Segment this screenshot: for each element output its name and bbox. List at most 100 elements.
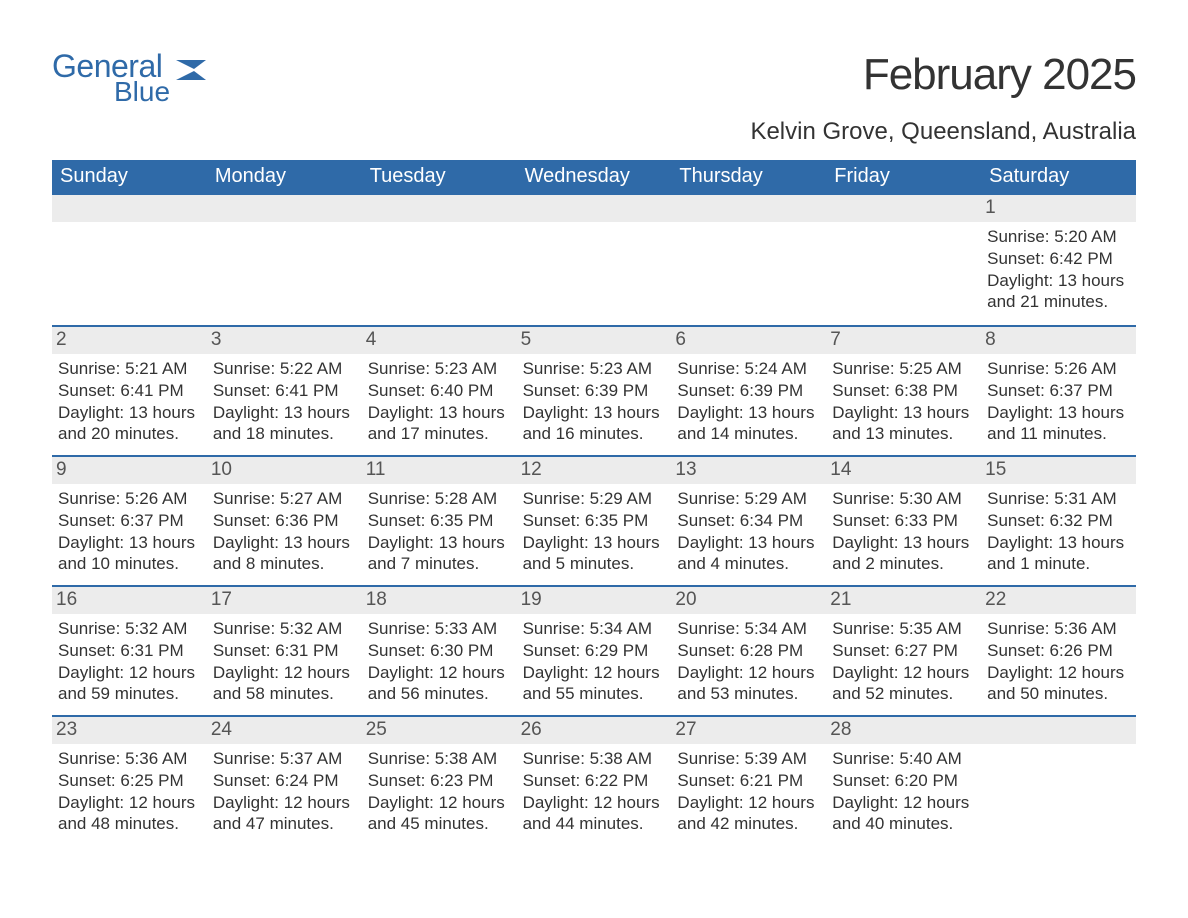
day-cell: 20 Sunrise: 5:34 AMSunset: 6:28 PMDayligh…: [671, 587, 826, 715]
day-number: 27: [671, 717, 826, 744]
day-cell: 11 Sunrise: 5:28 AMSunset: 6:35 PMDayligh…: [362, 457, 517, 585]
day-cell: 26 Sunrise: 5:38 AMSunset: 6:22 PMDayligh…: [517, 717, 672, 845]
header: General Blue February 2025 Kelvin Grove,…: [52, 50, 1136, 156]
weekday-header: Tuesday: [362, 160, 517, 195]
empty-day: [671, 195, 826, 222]
day-cell: [981, 717, 1136, 845]
weekday-header: Saturday: [981, 160, 1136, 195]
week-row: 9 Sunrise: 5:26 AMSunset: 6:37 PMDaylight…: [52, 455, 1136, 585]
empty-day: [207, 195, 362, 222]
day-cell: 10 Sunrise: 5:27 AMSunset: 6:36 PMDayligh…: [207, 457, 362, 585]
day-number: 14: [826, 457, 981, 484]
day-number: 12: [517, 457, 672, 484]
day-cell: 8Sunrise: 5:26 AMSunset: 6:37 PMDaylight…: [981, 327, 1136, 455]
day-info: Sunrise: 5:28 AMSunset: 6:35 PMDaylight:…: [368, 488, 511, 575]
day-info: Sunrise: 5:26 AMSunset: 6:37 PMDaylight:…: [58, 488, 201, 575]
calendar: SundayMondayTuesdayWednesdayThursdayFrid…: [52, 160, 1136, 845]
day-number: 15: [981, 457, 1136, 484]
day-number: 19: [517, 587, 672, 614]
empty-day: [826, 195, 981, 222]
day-number: 25: [362, 717, 517, 744]
day-info: Sunrise: 5:38 AMSunset: 6:22 PMDaylight:…: [523, 748, 666, 835]
day-number: 23: [52, 717, 207, 744]
day-cell: 27 Sunrise: 5:39 AMSunset: 6:21 PMDayligh…: [671, 717, 826, 845]
day-cell: 16Sunrise: 5:32 AMSunset: 6:31 PMDayligh…: [52, 587, 207, 715]
weekday-header: Thursday: [671, 160, 826, 195]
logo: General Blue: [52, 50, 206, 106]
day-cell: 23Sunrise: 5:36 AMSunset: 6:25 PMDayligh…: [52, 717, 207, 845]
day-cell: [207, 195, 362, 325]
weekday-header: Sunday: [52, 160, 207, 195]
day-number: 6: [671, 327, 826, 354]
day-number: 9: [52, 457, 207, 484]
day-number: 13: [671, 457, 826, 484]
day-cell: 25 Sunrise: 5:38 AMSunset: 6:23 PMDayligh…: [362, 717, 517, 845]
day-cell: 5Sunrise: 5:23 AMSunset: 6:39 PMDaylight…: [517, 327, 672, 455]
day-info: Sunrise: 5:30 AMSunset: 6:33 PMDaylight:…: [832, 488, 975, 575]
day-info: Sunrise: 5:32 AMSunset: 6:31 PMDaylight:…: [213, 618, 356, 705]
day-info: Sunrise: 5:21 AMSunset: 6:41 PMDaylight:…: [58, 358, 201, 445]
weekday-header: Monday: [207, 160, 362, 195]
day-number: 16: [52, 587, 207, 614]
day-info: Sunrise: 5:23 AMSunset: 6:40 PMDaylight:…: [368, 358, 511, 445]
day-info: Sunrise: 5:36 AMSunset: 6:26 PMDaylight:…: [987, 618, 1130, 705]
day-info: Sunrise: 5:35 AMSunset: 6:27 PMDaylight:…: [832, 618, 975, 705]
empty-day: [981, 717, 1136, 744]
day-number: 3: [207, 327, 362, 354]
day-info: Sunrise: 5:39 AMSunset: 6:21 PMDaylight:…: [677, 748, 820, 835]
day-cell: 21 Sunrise: 5:35 AMSunset: 6:27 PMDayligh…: [826, 587, 981, 715]
day-number: 17: [207, 587, 362, 614]
day-cell: [517, 195, 672, 325]
logo-word-blue: Blue: [114, 78, 170, 106]
day-cell: 3 Sunrise: 5:22 AMSunset: 6:41 PMDaylight…: [207, 327, 362, 455]
week-row: 1 Sunrise: 5:20 AMSunset: 6:42 PMDaylight…: [52, 195, 1136, 325]
day-info: Sunrise: 5:40 AMSunset: 6:20 PMDaylight:…: [832, 748, 975, 835]
day-info: Sunrise: 5:37 AMSunset: 6:24 PMDaylight:…: [213, 748, 356, 835]
day-number: 2: [52, 327, 207, 354]
day-cell: 22 Sunrise: 5:36 AMSunset: 6:26 PMDayligh…: [981, 587, 1136, 715]
empty-day: [362, 195, 517, 222]
day-info: Sunrise: 5:38 AMSunset: 6:23 PMDaylight:…: [368, 748, 511, 835]
day-cell: [671, 195, 826, 325]
day-info: Sunrise: 5:34 AMSunset: 6:28 PMDaylight:…: [677, 618, 820, 705]
day-cell: 17 Sunrise: 5:32 AMSunset: 6:31 PMDayligh…: [207, 587, 362, 715]
day-number: 22: [981, 587, 1136, 614]
day-cell: 15 Sunrise: 5:31 AMSunset: 6:32 PMDayligh…: [981, 457, 1136, 585]
day-info: Sunrise: 5:34 AMSunset: 6:29 PMDaylight:…: [523, 618, 666, 705]
day-number: 10: [207, 457, 362, 484]
day-number: 21: [826, 587, 981, 614]
week-row: 16Sunrise: 5:32 AMSunset: 6:31 PMDayligh…: [52, 585, 1136, 715]
day-cell: 19 Sunrise: 5:34 AMSunset: 6:29 PMDayligh…: [517, 587, 672, 715]
day-info: Sunrise: 5:29 AMSunset: 6:34 PMDaylight:…: [677, 488, 820, 575]
day-cell: [826, 195, 981, 325]
day-info: Sunrise: 5:31 AMSunset: 6:32 PMDaylight:…: [987, 488, 1130, 575]
week-row: 2 Sunrise: 5:21 AMSunset: 6:41 PMDaylight…: [52, 325, 1136, 455]
day-cell: 13 Sunrise: 5:29 AMSunset: 6:34 PMDayligh…: [671, 457, 826, 585]
day-cell: 18Sunrise: 5:33 AMSunset: 6:30 PMDayligh…: [362, 587, 517, 715]
day-number: 1: [981, 195, 1136, 222]
day-number: 20: [671, 587, 826, 614]
day-cell: 1 Sunrise: 5:20 AMSunset: 6:42 PMDaylight…: [981, 195, 1136, 325]
month-title: February 2025: [750, 50, 1136, 100]
day-info: Sunrise: 5:20 AMSunset: 6:42 PMDaylight:…: [987, 226, 1130, 313]
day-info: Sunrise: 5:29 AMSunset: 6:35 PMDaylight:…: [523, 488, 666, 575]
weekday-header: Wednesday: [517, 160, 672, 195]
day-number: 7: [826, 327, 981, 354]
day-number: 18: [362, 587, 517, 614]
day-cell: 12 Sunrise: 5:29 AMSunset: 6:35 PMDayligh…: [517, 457, 672, 585]
location: Kelvin Grove, Queensland, Australia: [750, 118, 1136, 146]
day-number: 4: [362, 327, 517, 354]
day-number: 11: [362, 457, 517, 484]
day-cell: 2 Sunrise: 5:21 AMSunset: 6:41 PMDaylight…: [52, 327, 207, 455]
day-cell: 6Sunrise: 5:24 AMSunset: 6:39 PMDaylight…: [671, 327, 826, 455]
weekday-header: Friday: [826, 160, 981, 195]
weekday-header-row: SundayMondayTuesdayWednesdayThursdayFrid…: [52, 160, 1136, 195]
logo-flag-icon: [176, 58, 206, 80]
day-number: 26: [517, 717, 672, 744]
week-row: 23Sunrise: 5:36 AMSunset: 6:25 PMDayligh…: [52, 715, 1136, 845]
day-cell: 14 Sunrise: 5:30 AMSunset: 6:33 PMDayligh…: [826, 457, 981, 585]
day-info: Sunrise: 5:22 AMSunset: 6:41 PMDaylight:…: [213, 358, 356, 445]
day-number: 24: [207, 717, 362, 744]
day-cell: 7Sunrise: 5:25 AMSunset: 6:38 PMDaylight…: [826, 327, 981, 455]
day-info: Sunrise: 5:27 AMSunset: 6:36 PMDaylight:…: [213, 488, 356, 575]
